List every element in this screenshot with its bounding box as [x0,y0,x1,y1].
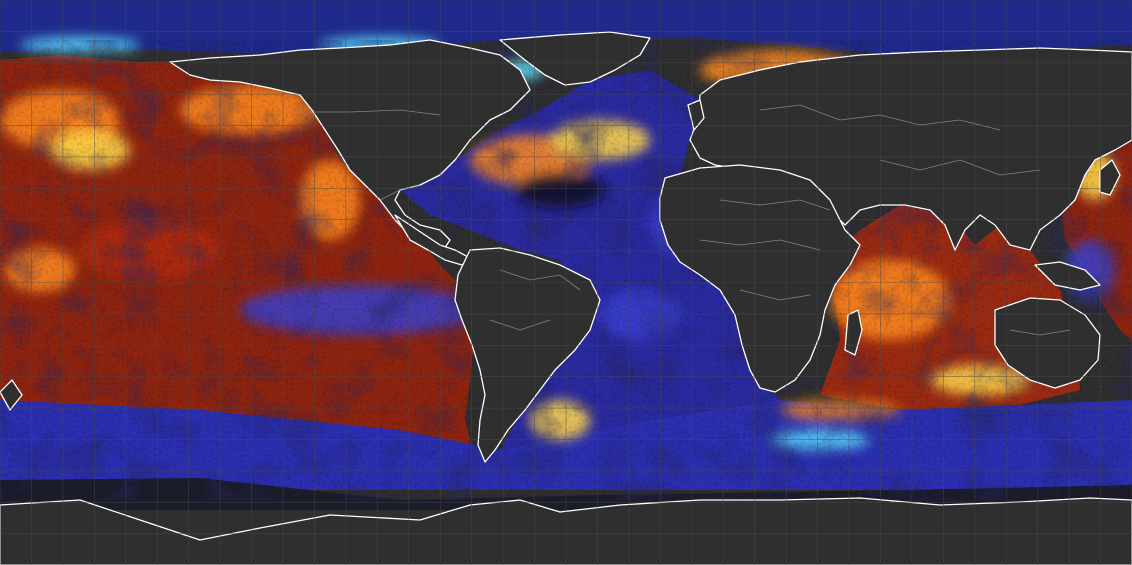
new-zealand [0,379,23,411]
africa [659,164,861,393]
greenland [499,31,651,86]
country-borders [310,104,1071,336]
australia [994,297,1101,389]
south-america [454,247,601,463]
indonesia [1034,261,1101,291]
